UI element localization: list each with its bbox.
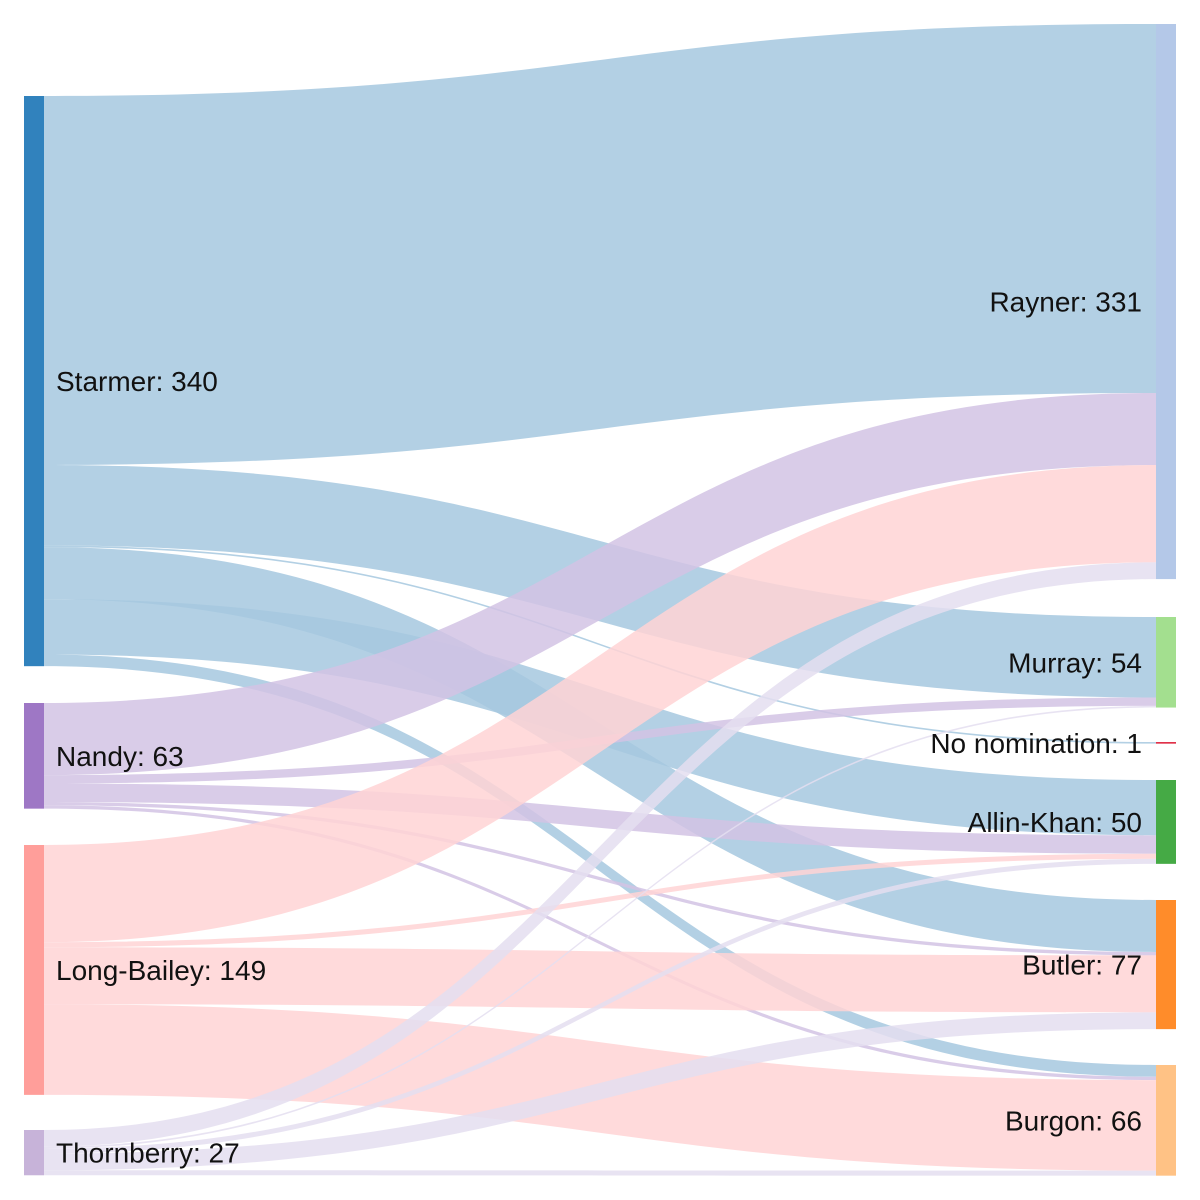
link-nandy-to-burgon (44, 805, 1156, 1081)
node-long-bailey (24, 845, 44, 1095)
link-thornberry-to-burgon (44, 1170, 1156, 1176)
node-label-starmer: Starmer: 340 (56, 366, 218, 397)
link-thornberry-to-rayner (44, 562, 1156, 1147)
node-no-nomination (1156, 742, 1176, 744)
sankey-nodes (24, 24, 1176, 1176)
link-long_bailey-to-rayner (44, 465, 1156, 943)
link-nandy-to-allin_khan (44, 783, 1156, 854)
link-thornberry-to-murray (44, 705, 1156, 1149)
link-nandy-to-butler (44, 801, 1156, 956)
node-label-murray: Murray: 54 (1008, 647, 1142, 678)
link-starmer-to-rayner (44, 24, 1156, 465)
sankey-links (44, 24, 1156, 1176)
sankey-labels: Starmer: 340 Nandy: 63 Long-Bailey: 149 Tho… (56, 287, 1142, 1169)
node-label-burgon: Burgon: 66 (1005, 1105, 1142, 1136)
link-thornberry-to-butler (44, 1012, 1156, 1171)
link-long_bailey-to-allin_khan (44, 853, 1156, 948)
link-long_bailey-to-butler (44, 947, 1156, 1013)
node-label-nandy: Nandy: 63 (56, 741, 184, 772)
node-murray (1156, 617, 1176, 708)
node-label-no-nomination: No nomination: 1 (930, 728, 1142, 759)
node-rayner (1156, 24, 1176, 580)
node-label-thornberry: Thornberry: 27 (56, 1138, 240, 1169)
node-label-allin-khan: Allin-Khan: 50 (968, 807, 1142, 838)
node-label-rayner: Rayner: 331 (989, 287, 1142, 318)
node-butler (1156, 900, 1176, 1030)
node-starmer (24, 96, 44, 667)
node-thornberry (24, 1130, 44, 1176)
node-label-butler: Butler: 77 (1022, 950, 1142, 981)
node-burgon (1156, 1065, 1176, 1176)
node-label-long-bailey: Long-Bailey: 149 (56, 955, 266, 986)
link-thornberry-to-allin_khan (44, 858, 1156, 1154)
link-starmer-to-burgon (44, 654, 1156, 1077)
link-starmer-to-no_nomination (44, 545, 1156, 744)
node-allin-khan (1156, 780, 1176, 864)
node-nandy (24, 703, 44, 809)
link-nandy-to-rayner (44, 392, 1156, 776)
